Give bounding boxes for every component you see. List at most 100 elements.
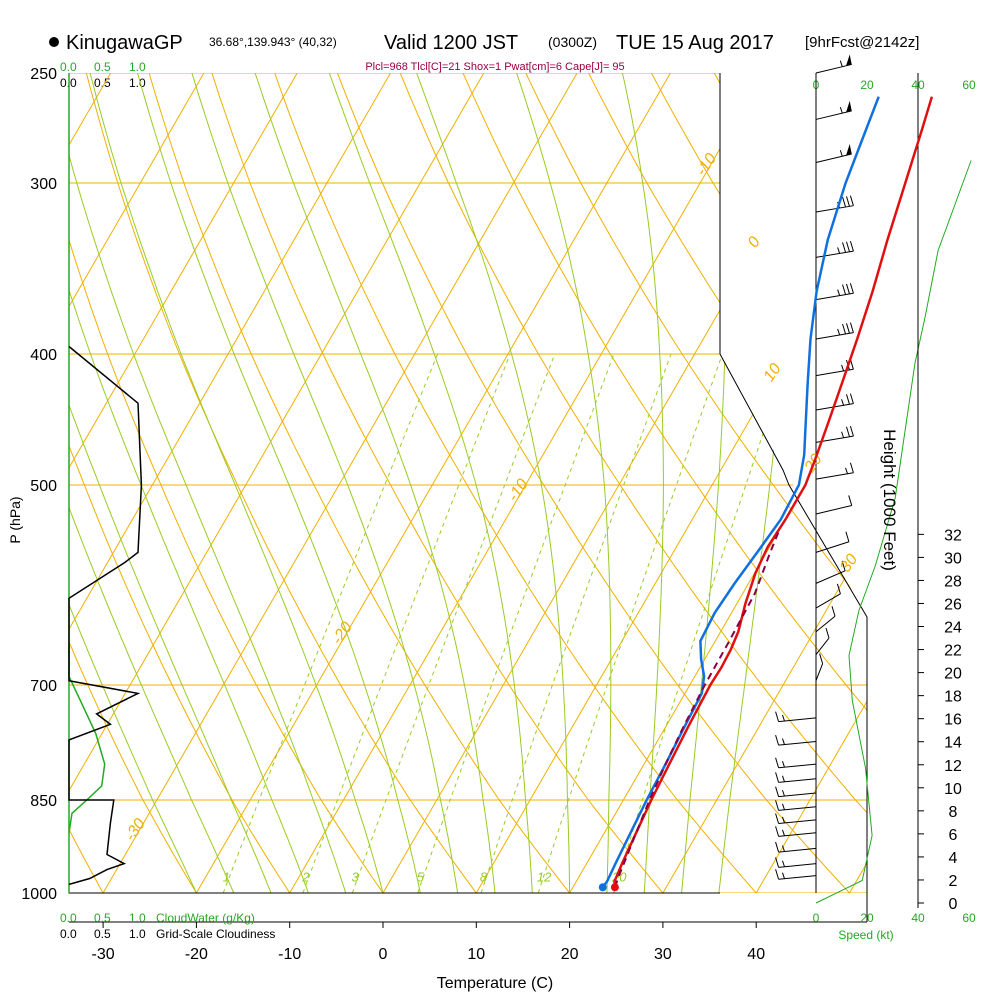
pressure-tick-label: 700 — [30, 678, 57, 695]
isotherm--70 — [69, 73, 205, 893]
height-tick-label: 8 — [949, 804, 958, 821]
height-tick-label: 14 — [944, 735, 962, 752]
bottom-cloudiness-label-2: 1.0 — [129, 927, 146, 941]
isotherm-10 — [475, 73, 867, 893]
station-dot — [49, 37, 59, 47]
moist-adiabat — [516, 73, 612, 893]
top-cloudiness-label-2: 1.0 — [129, 76, 146, 90]
wind-barb — [775, 786, 817, 798]
parcel-line — [613, 530, 780, 888]
height-axis-title: Height (1000 Feet) — [880, 429, 899, 571]
height-tick-label: 32 — [944, 527, 962, 544]
moist-adiabat — [69, 73, 272, 893]
height-tick-label: 20 — [944, 666, 962, 683]
top-speed-scale: 0 20 40 60 — [813, 78, 976, 92]
mixing-ratio-label: 12 — [537, 870, 552, 885]
mixing-ratio-label: 3 — [352, 870, 360, 885]
mixing-ratio-line-20 — [613, 353, 791, 893]
height-tick-label: 26 — [944, 596, 962, 613]
height-tick-label: 0 — [949, 896, 958, 913]
pressure-tick-label: 850 — [30, 793, 57, 810]
bottom-speed-title: Speed (kt) — [838, 928, 893, 942]
moist-adiabat — [69, 73, 347, 893]
height-tick-label: 30 — [944, 550, 962, 567]
top-cloudiness-scale: 0.0 0.5 1.0 — [60, 76, 146, 90]
dry-adiabat — [148, 73, 570, 893]
wind-barb — [775, 841, 817, 853]
wind-barb — [815, 240, 854, 258]
wind-barb — [815, 627, 830, 655]
moist-adiabat — [69, 73, 309, 893]
mixing-ratio-line-8 — [480, 353, 672, 893]
wind-barb — [815, 283, 854, 301]
wind-barb — [815, 143, 852, 164]
top-cloudwater-label-1: 0.5 — [94, 60, 111, 74]
moist-adiabat — [718, 73, 807, 893]
dry-adiabat — [965, 73, 1000, 893]
x-tick-label: 30 — [654, 946, 672, 963]
cloudiness-profile — [68, 345, 143, 886]
wind-barb — [815, 462, 854, 480]
x-tick-label: 40 — [747, 946, 765, 963]
station-coords: 36.68°,139.943° (40,32) — [209, 35, 337, 49]
isotherm--10 — [289, 73, 765, 893]
pressure-tick-label: 1000 — [21, 886, 57, 903]
height-tick-label: 12 — [944, 758, 962, 775]
bottom-cloudwater-scale: 0.0 0.5 1.0 CloudWater (g/Kg) — [60, 911, 255, 925]
wind-barb — [815, 195, 854, 213]
wind-barb — [815, 531, 850, 553]
x-tick-label: -30 — [92, 946, 115, 963]
moist-adiabat — [328, 73, 533, 893]
isotherm-20 — [569, 73, 867, 893]
wind-barb — [775, 800, 817, 811]
x-tick-label: 20 — [561, 946, 579, 963]
bottom-speed-label-1: 20 — [860, 911, 874, 925]
bottom-speed-label-3: 60 — [962, 911, 976, 925]
moist-adiabat — [416, 73, 571, 893]
mixing-ratio-label: 1 — [223, 870, 230, 885]
wind-barb — [775, 757, 817, 769]
dry-adiabat — [69, 73, 291, 893]
isotherm--60 — [69, 73, 298, 893]
valid-date: TUE 15 Aug 2017 — [616, 32, 774, 54]
isotherm--50 — [69, 73, 391, 893]
dewpoint-line — [601, 96, 880, 888]
plot-frame-right-slant — [719, 353, 868, 893]
moist-adiabat — [69, 73, 235, 893]
dry-adiabat — [588, 73, 867, 893]
wind-barb — [775, 857, 817, 868]
moist-adiabat — [137, 73, 421, 893]
wind-barb — [815, 495, 853, 515]
pressure-tick-label: 250 — [30, 66, 57, 83]
wind-barb — [775, 772, 817, 783]
dry-adiabat — [336, 73, 850, 893]
moist-adiabat — [621, 73, 664, 893]
pressure-tick-label: 400 — [30, 347, 57, 364]
height-tick-label: 4 — [949, 850, 958, 867]
isotherm-0 — [382, 73, 858, 893]
dry-adiabat — [525, 73, 867, 893]
isotherm-40 — [755, 73, 867, 893]
moist-adiabat — [89, 73, 384, 893]
bottom-cloudwater-label-1: 0.5 — [94, 911, 111, 925]
mixing-ratio-line-5 — [417, 353, 615, 893]
height-curve-layer — [815, 160, 972, 904]
dry-adiabat — [274, 73, 757, 893]
dry-adiabat — [839, 73, 867, 893]
bottom-cloudwater-title: CloudWater (g/Kg) — [156, 911, 255, 925]
height-tick-label: 22 — [944, 643, 962, 660]
top-speed-label-3: 60 — [962, 78, 976, 92]
wind-barb — [815, 583, 841, 609]
mixing-ratio-label: 2 — [301, 870, 310, 885]
height-tick-label: 16 — [944, 712, 962, 729]
mixing-ratio-label: 8 — [480, 870, 488, 885]
temperature-line — [613, 96, 934, 888]
bottom-cloudiness-label-1: 0.5 — [94, 927, 111, 941]
mixing-ratio-line-2 — [302, 353, 511, 893]
mixing-ratio-line-1 — [222, 353, 439, 893]
wind-barb — [815, 322, 854, 340]
dry-adiabat — [399, 73, 867, 893]
bottom-cloudiness-scale: 0.0 0.5 1.0 Grid-Scale Cloudiness — [60, 927, 275, 941]
